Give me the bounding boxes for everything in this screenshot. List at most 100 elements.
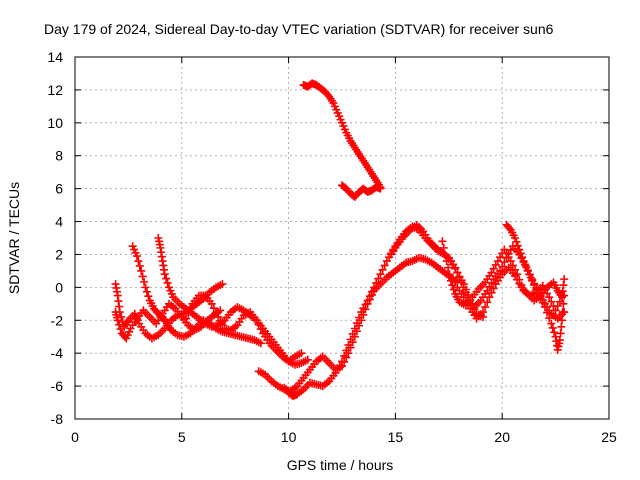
data-point bbox=[487, 288, 496, 297]
data-point bbox=[211, 321, 220, 330]
data-point bbox=[461, 288, 470, 297]
data-point bbox=[173, 297, 182, 306]
plot-frame bbox=[74, 56, 610, 420]
data-point bbox=[322, 89, 331, 98]
data-point bbox=[362, 161, 371, 170]
y-tick-label: 10 bbox=[47, 115, 63, 131]
y-tick-label: -6 bbox=[51, 378, 64, 394]
series-arc-6 bbox=[254, 253, 462, 396]
data-point bbox=[134, 257, 143, 266]
data-point bbox=[466, 295, 475, 304]
data-point bbox=[269, 343, 278, 352]
x-tick-label: 0 bbox=[71, 429, 79, 445]
data-point bbox=[485, 293, 494, 302]
data-point bbox=[310, 379, 319, 388]
data-point bbox=[464, 300, 473, 309]
data-point bbox=[115, 320, 124, 329]
data-point bbox=[431, 261, 440, 270]
data-point bbox=[534, 289, 543, 298]
data-point bbox=[328, 96, 337, 105]
data-point bbox=[316, 381, 325, 390]
data-point bbox=[122, 318, 131, 327]
data-point bbox=[526, 273, 535, 282]
data-point bbox=[258, 369, 267, 378]
data-point bbox=[340, 351, 349, 360]
data-point bbox=[476, 310, 485, 319]
y-axis-label: SDTVAR / TECUs bbox=[6, 182, 22, 294]
series-arc-7 bbox=[280, 222, 487, 400]
data-point bbox=[244, 309, 253, 318]
data-point bbox=[496, 273, 505, 282]
data-point bbox=[190, 325, 199, 334]
x-tick-label: 20 bbox=[494, 429, 510, 445]
data-point bbox=[369, 185, 378, 194]
data-point bbox=[157, 252, 166, 261]
data-point bbox=[438, 237, 447, 246]
data-point bbox=[352, 319, 361, 328]
data-point bbox=[558, 308, 567, 317]
data-point bbox=[254, 320, 263, 329]
data-point bbox=[231, 322, 240, 331]
series-arc-12 bbox=[299, 79, 385, 191]
data-point bbox=[211, 308, 220, 317]
data-point bbox=[171, 329, 180, 338]
data-point bbox=[457, 278, 466, 287]
data-point bbox=[250, 313, 259, 322]
data-point bbox=[167, 289, 176, 298]
data-point bbox=[192, 294, 201, 303]
data-point bbox=[543, 308, 552, 317]
data-point bbox=[550, 328, 559, 337]
data-point bbox=[295, 350, 304, 359]
data-point bbox=[366, 167, 375, 176]
data-point bbox=[425, 257, 434, 266]
data-point bbox=[155, 240, 164, 249]
series-arc-10 bbox=[453, 263, 567, 323]
data-point bbox=[186, 304, 195, 313]
data-point bbox=[310, 360, 319, 369]
data-point bbox=[367, 287, 376, 296]
data-point bbox=[115, 302, 124, 311]
data-point bbox=[448, 281, 457, 290]
data-point bbox=[199, 317, 208, 326]
data-point bbox=[139, 326, 148, 335]
data-point bbox=[360, 185, 369, 194]
data-point bbox=[438, 266, 447, 275]
x-axis: 0 5 10 15 20 25 bbox=[71, 57, 617, 445]
data-point bbox=[218, 320, 227, 329]
data-point bbox=[237, 314, 246, 323]
data-point bbox=[160, 265, 168, 274]
data-point bbox=[547, 297, 556, 306]
data-point bbox=[151, 306, 160, 315]
y-tick-label: 4 bbox=[55, 214, 63, 230]
data-point bbox=[505, 224, 514, 233]
data-point bbox=[454, 295, 463, 304]
data-point bbox=[130, 317, 139, 326]
y-tick-label: 6 bbox=[55, 181, 63, 197]
data-point bbox=[545, 314, 554, 323]
data-point bbox=[301, 356, 310, 365]
data-point bbox=[503, 222, 512, 231]
data-point bbox=[559, 299, 568, 308]
data-point bbox=[350, 324, 359, 333]
data-point bbox=[540, 286, 549, 295]
data-point bbox=[163, 278, 172, 287]
data-point bbox=[353, 147, 362, 156]
y-tick-label: -2 bbox=[51, 312, 64, 328]
data-point bbox=[406, 257, 415, 266]
data-point bbox=[559, 281, 568, 290]
data-point bbox=[481, 303, 490, 312]
data-point bbox=[305, 81, 314, 90]
data-point bbox=[224, 310, 233, 319]
data-point bbox=[397, 235, 406, 244]
data-point bbox=[375, 184, 384, 193]
data-point bbox=[500, 258, 509, 267]
data-point bbox=[248, 335, 257, 344]
data-point bbox=[235, 332, 244, 341]
data-point bbox=[131, 248, 140, 257]
data-point bbox=[343, 186, 352, 195]
data-point bbox=[346, 335, 355, 344]
data-point bbox=[551, 306, 560, 315]
data-point bbox=[445, 270, 454, 279]
data-point bbox=[361, 300, 370, 309]
data-point bbox=[263, 336, 272, 345]
